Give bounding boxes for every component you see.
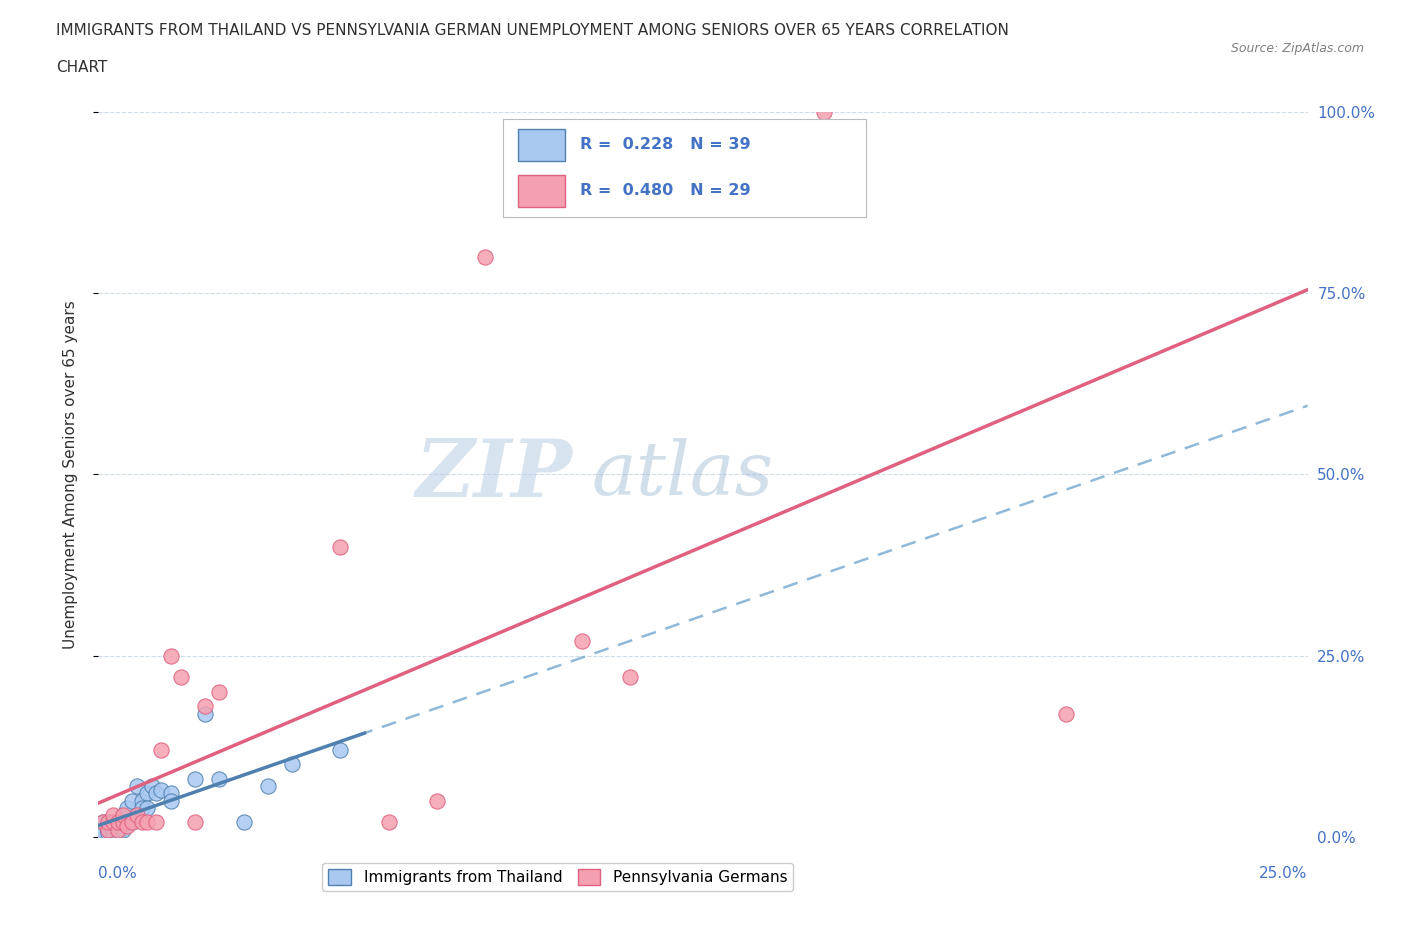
Point <box>135 786 157 801</box>
Point <box>97 826 120 841</box>
Point <box>127 808 149 823</box>
Point <box>256 778 278 793</box>
Point <box>127 808 149 823</box>
Point <box>107 826 129 841</box>
Point <box>571 633 593 648</box>
Point <box>232 815 254 830</box>
Point <box>111 808 134 823</box>
Point <box>121 793 143 808</box>
Point <box>101 808 124 823</box>
Point <box>135 801 157 816</box>
Text: IMMIGRANTS FROM THAILAND VS PENNSYLVANIA GERMAN UNEMPLOYMENT AMONG SENIORS OVER : IMMIGRANTS FROM THAILAND VS PENNSYLVANIA… <box>56 23 1010 38</box>
Text: 0.0%: 0.0% <box>98 866 138 881</box>
Text: Source: ZipAtlas.com: Source: ZipAtlas.com <box>1230 42 1364 55</box>
Point <box>131 793 153 808</box>
Point <box>160 786 183 801</box>
Point <box>329 742 352 757</box>
Text: ZIP: ZIP <box>416 435 572 513</box>
Point <box>91 822 114 837</box>
Point <box>97 822 120 837</box>
Legend: Immigrants from Thailand, Pennsylvania Germans: Immigrants from Thailand, Pennsylvania G… <box>322 863 793 891</box>
Text: CHART: CHART <box>56 60 108 75</box>
Point <box>111 822 134 837</box>
Point <box>111 815 134 830</box>
Point <box>111 815 134 830</box>
Point <box>111 808 134 823</box>
Point <box>329 539 352 554</box>
Text: 25.0%: 25.0% <box>1260 866 1308 881</box>
Point <box>107 818 129 833</box>
Point <box>131 801 153 816</box>
Point <box>150 742 173 757</box>
Point <box>117 818 139 833</box>
Point <box>101 822 124 837</box>
Point <box>107 822 129 837</box>
Point <box>121 815 143 830</box>
Point <box>101 815 124 830</box>
Point <box>184 772 207 787</box>
Text: atlas: atlas <box>592 438 773 511</box>
Point <box>107 815 129 830</box>
Point <box>141 778 163 793</box>
Point <box>194 706 217 721</box>
Point <box>97 815 120 830</box>
Point <box>97 815 120 830</box>
Point <box>426 793 449 808</box>
Point <box>619 670 641 684</box>
Point <box>160 648 183 663</box>
Point <box>813 104 835 119</box>
Y-axis label: Unemployment Among Seniors over 65 years: Unemployment Among Seniors over 65 years <box>63 300 77 649</box>
Point <box>281 757 304 772</box>
Point <box>184 815 207 830</box>
Point <box>1054 706 1077 721</box>
Point <box>101 815 124 830</box>
Point <box>97 822 120 837</box>
Point <box>135 815 157 830</box>
Point <box>107 822 129 837</box>
Point <box>194 699 217 714</box>
Point <box>117 801 139 816</box>
Point <box>91 815 114 830</box>
Point <box>145 815 167 830</box>
Point <box>150 782 173 797</box>
Point <box>169 670 191 684</box>
Point <box>107 815 129 830</box>
Point <box>117 815 139 830</box>
Point <box>208 684 231 699</box>
Point <box>121 815 143 830</box>
Point <box>160 793 183 808</box>
Point <box>97 822 120 837</box>
Point <box>91 826 114 841</box>
Point <box>127 778 149 793</box>
Point <box>145 786 167 801</box>
Point <box>131 815 153 830</box>
Point <box>474 249 496 264</box>
Point <box>101 826 124 841</box>
Point <box>91 815 114 830</box>
Point <box>208 772 231 787</box>
Point <box>377 815 399 830</box>
